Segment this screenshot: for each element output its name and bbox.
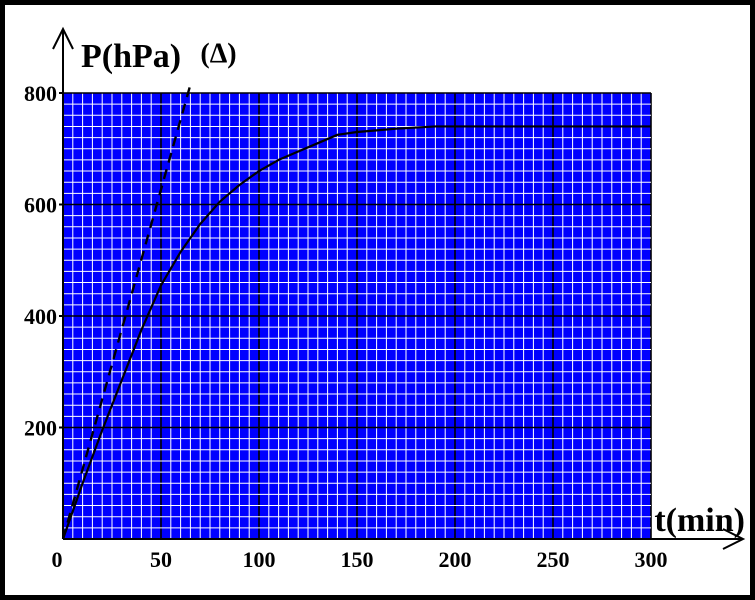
y-tick-label: 800 xyxy=(24,81,57,106)
x-tick-label: 0 xyxy=(52,547,63,572)
x-axis-arrow xyxy=(722,528,746,550)
y-tick-label: 400 xyxy=(24,304,57,329)
series xyxy=(61,84,651,540)
y-axis-arrow xyxy=(52,26,74,50)
pressure-curve xyxy=(61,125,651,540)
grid xyxy=(62,92,652,540)
tangent-label: (Δ) xyxy=(200,39,236,70)
x-tick-label: 50 xyxy=(150,547,172,572)
y-tick-label: 600 xyxy=(24,193,57,218)
x-tick-label: 200 xyxy=(439,547,472,572)
labels: 200 400 600 800 0 50 100 150 200 250 300 P(hPa) t(mi… xyxy=(24,38,745,572)
x-tick-label: 300 xyxy=(635,547,668,572)
x-tick-label: 250 xyxy=(537,547,570,572)
axes xyxy=(52,26,746,550)
x-axis-title: t(min) xyxy=(654,502,745,539)
x-tick-label: 100 xyxy=(243,547,276,572)
x-tick-label: 150 xyxy=(341,547,374,572)
pressure-time-chart: 200 400 600 800 0 50 100 150 200 250 300 P(hPa) t(mi… xyxy=(24,26,746,572)
tangent-line-delta xyxy=(61,84,192,540)
y-axis-title: P(hPa) xyxy=(81,38,181,75)
y-tick-label: 200 xyxy=(24,416,57,441)
